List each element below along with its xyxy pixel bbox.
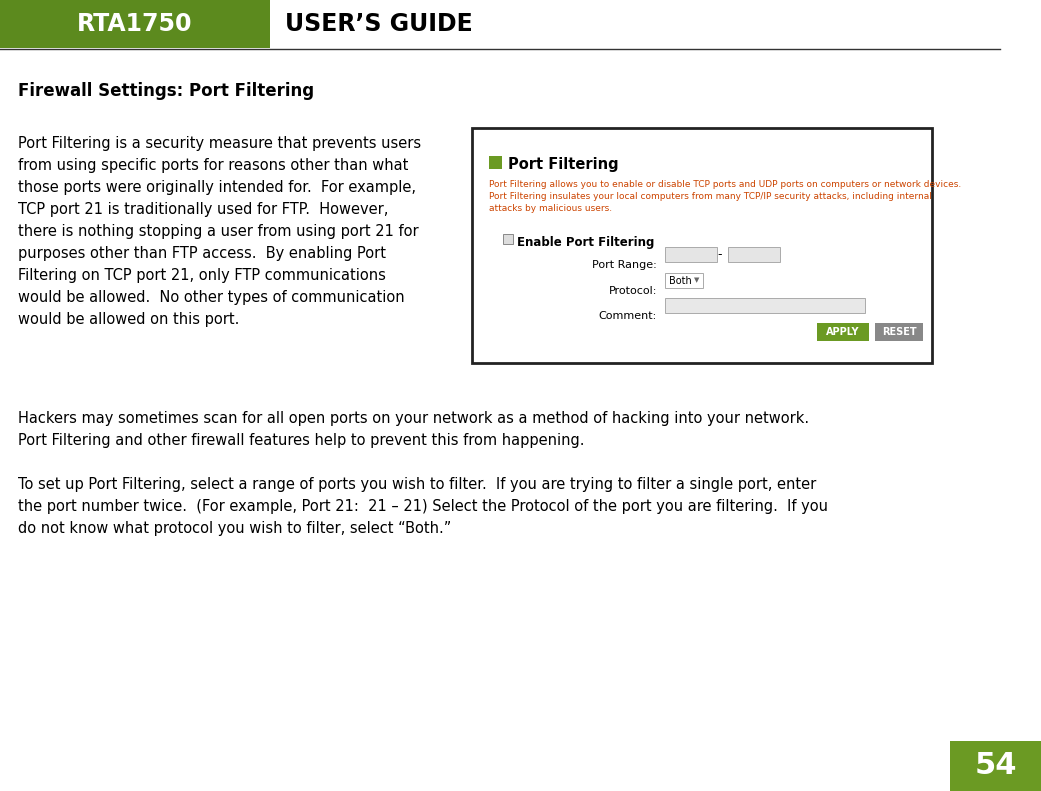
Text: do not know what protocol you wish to filter, select “Both.”: do not know what protocol you wish to fi… bbox=[18, 521, 452, 536]
Text: -: - bbox=[717, 248, 722, 261]
Bar bbox=[875, 323, 923, 341]
Bar bbox=[665, 273, 703, 288]
Text: would be allowed.  No other types of communication: would be allowed. No other types of comm… bbox=[18, 290, 405, 305]
Bar bbox=[817, 323, 869, 341]
Text: RESET: RESET bbox=[882, 327, 916, 337]
Bar bbox=[503, 234, 513, 244]
Text: Firewall Settings: Port Filtering: Firewall Settings: Port Filtering bbox=[18, 82, 314, 100]
Text: Both: Both bbox=[669, 275, 692, 286]
Text: there is nothing stopping a user from using port 21 for: there is nothing stopping a user from us… bbox=[18, 224, 418, 239]
Text: the port number twice.  (For example, Port 21:  21 – 21) Select the Protocol of : the port number twice. (For example, Por… bbox=[18, 499, 828, 514]
Bar bbox=[489, 156, 502, 169]
Text: those ports were originally intended for.  For example,: those ports were originally intended for… bbox=[18, 180, 416, 195]
Text: TCP port 21 is traditionally used for FTP.  However,: TCP port 21 is traditionally used for FT… bbox=[18, 202, 388, 217]
Bar bbox=[665, 298, 865, 313]
Text: Filtering on TCP port 21, only FTP communications: Filtering on TCP port 21, only FTP commu… bbox=[18, 268, 386, 283]
Text: Hackers may sometimes scan for all open ports on your network as a method of hac: Hackers may sometimes scan for all open … bbox=[18, 411, 809, 426]
Bar bbox=[0, 0, 270, 48]
Text: attacks by malicious users.: attacks by malicious users. bbox=[489, 204, 612, 213]
Text: Port Filtering insulates your local computers from many TCP/IP security attacks,: Port Filtering insulates your local comp… bbox=[489, 192, 932, 201]
Text: To set up Port Filtering, select a range of ports you wish to filter.  If you ar: To set up Port Filtering, select a range… bbox=[18, 477, 816, 492]
Text: APPLY: APPLY bbox=[827, 327, 860, 337]
Text: ▼: ▼ bbox=[694, 278, 700, 283]
Bar bbox=[728, 247, 780, 262]
Bar bbox=[0, 0, 1041, 48]
Bar bbox=[665, 247, 717, 262]
Text: RTA1750: RTA1750 bbox=[77, 12, 193, 36]
Text: Port Filtering is a security measure that prevents users: Port Filtering is a security measure tha… bbox=[18, 136, 422, 151]
Text: Port Filtering and other firewall features help to prevent this from happening.: Port Filtering and other firewall featur… bbox=[18, 433, 584, 448]
Text: 54: 54 bbox=[974, 751, 1017, 781]
Text: Port Range:: Port Range: bbox=[592, 260, 657, 270]
Text: Port Filtering: Port Filtering bbox=[508, 157, 618, 172]
Text: Protocol:: Protocol: bbox=[609, 286, 657, 296]
Text: purposes other than FTP access.  By enabling Port: purposes other than FTP access. By enabl… bbox=[18, 246, 386, 261]
Text: Port Filtering allows you to enable or disable TCP ports and UDP ports on comput: Port Filtering allows you to enable or d… bbox=[489, 180, 961, 189]
Bar bbox=[950, 741, 1041, 791]
Bar bbox=[472, 128, 932, 363]
Text: Comment:: Comment: bbox=[599, 311, 657, 321]
Text: would be allowed on this port.: would be allowed on this port. bbox=[18, 312, 239, 327]
Text: USER’S GUIDE: USER’S GUIDE bbox=[285, 12, 473, 36]
Text: Enable Port Filtering: Enable Port Filtering bbox=[517, 236, 655, 249]
Text: from using specific ports for reasons other than what: from using specific ports for reasons ot… bbox=[18, 158, 408, 173]
